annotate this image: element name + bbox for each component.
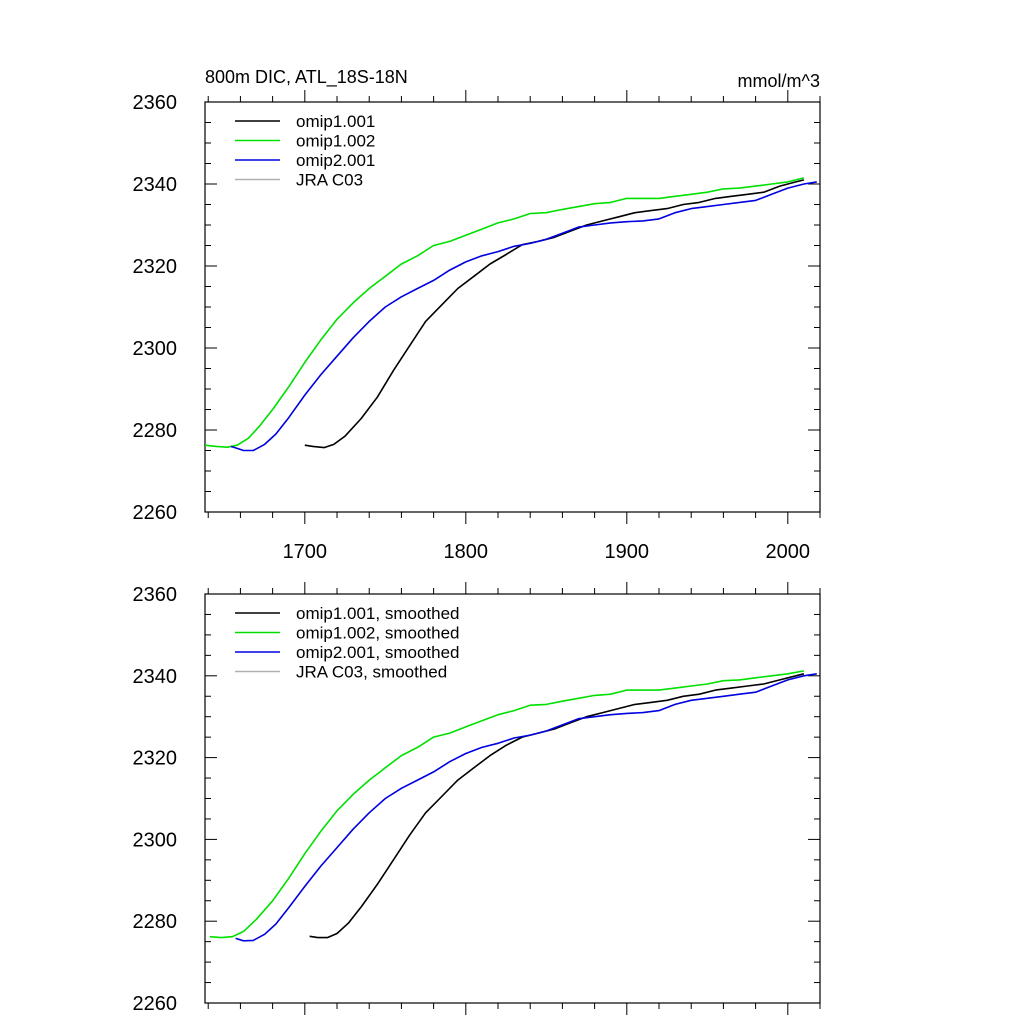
y-tick-label: 2300 xyxy=(133,338,178,360)
y-tick-label: 2300 xyxy=(133,829,178,851)
legend-label: omip1.001 xyxy=(296,112,375,131)
chart-title: 800m DIC, ATL_18S-18N xyxy=(205,67,408,88)
y-tick-label: 2360 xyxy=(133,584,178,606)
legend-label: JRA C03, smoothed xyxy=(296,663,447,682)
series-line-omip1-002 xyxy=(209,670,805,939)
series-line-omip1-001 xyxy=(304,179,805,449)
legend-label: omip1.002, smoothed xyxy=(296,624,460,643)
y-tick-label: 2260 xyxy=(133,502,178,524)
series-line-omip1-002 xyxy=(204,177,805,449)
legend-label: omip2.001 xyxy=(296,151,375,170)
y-tick-label: 2320 xyxy=(133,748,178,770)
top-panel: 800m DIC, ATL_18S-18N mmol/m^3 2260 2280 2… xyxy=(133,67,821,563)
x-tick-label: 1800 xyxy=(444,541,489,563)
series-line-omip2-001 xyxy=(230,181,817,452)
bottom-panel: 2260 2280 2300 2320 2340 2360 omip1.001, smoot… xyxy=(133,582,821,1015)
x-tick-label: 2000 xyxy=(766,541,811,563)
y-tick-label: 2280 xyxy=(133,420,178,442)
series-line-omip2-001 xyxy=(235,673,817,942)
legend-label: omip2.001, smoothed xyxy=(296,643,460,662)
legend-label: JRA C03 xyxy=(296,171,363,190)
y-tick-label: 2260 xyxy=(133,993,178,1015)
y-tick-label: 2280 xyxy=(133,911,178,933)
y-tick-label: 2360 xyxy=(133,92,178,114)
y-tick-label: 2340 xyxy=(133,174,178,196)
y-tick-label: 2340 xyxy=(133,666,178,688)
legend-label: omip1.002 xyxy=(296,132,375,151)
x-tick-label: 1900 xyxy=(605,541,650,563)
x-tick-label: 1700 xyxy=(283,541,328,563)
y-tick-label: 2320 xyxy=(133,256,178,278)
units-label: mmol/m^3 xyxy=(738,71,820,91)
legend-label: omip1.001, smoothed xyxy=(296,604,460,623)
series-line-omip1-001 xyxy=(309,673,805,939)
